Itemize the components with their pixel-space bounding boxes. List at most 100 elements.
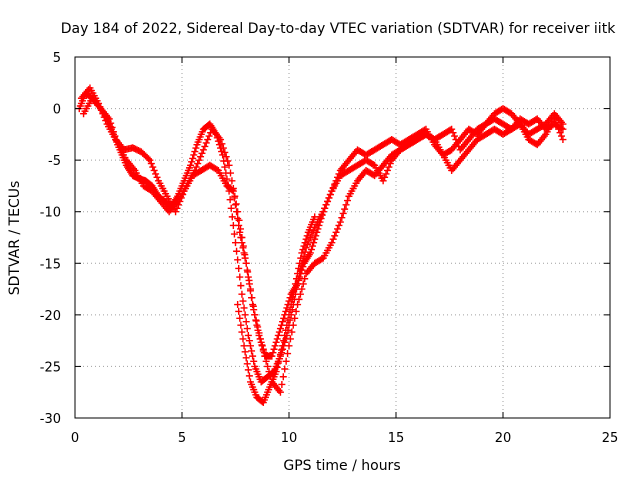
data-point [302, 235, 310, 243]
data-point [249, 352, 257, 360]
data-point [299, 246, 307, 254]
data-point [218, 140, 226, 148]
data-point [269, 349, 277, 357]
data-point [334, 173, 342, 181]
data-point [194, 160, 202, 168]
y-tick-label: -10 [40, 206, 61, 221]
data-point [328, 187, 336, 195]
data-point [144, 155, 152, 163]
data-point [153, 173, 161, 181]
data-point [195, 156, 203, 164]
data-point [234, 256, 242, 264]
data-point [311, 213, 319, 221]
data-point [149, 163, 157, 171]
data-point [329, 235, 337, 243]
data-point [322, 201, 330, 209]
data-point [332, 177, 340, 185]
data-point [245, 276, 253, 284]
data-point [295, 264, 303, 272]
data-point [550, 115, 558, 123]
data-point [226, 196, 234, 204]
data-point [292, 307, 300, 315]
x-tick-label: 15 [388, 431, 405, 446]
data-point [289, 321, 297, 329]
data-point [245, 372, 253, 380]
data-point [552, 118, 560, 126]
data-point [317, 215, 325, 223]
x-tick-label: 20 [495, 431, 512, 446]
data-point [234, 215, 242, 223]
data-point [274, 359, 282, 367]
data-point [299, 280, 307, 288]
data-point [246, 285, 254, 293]
data-point [172, 208, 180, 216]
data-point [249, 302, 257, 310]
data-point [243, 360, 251, 368]
data-point [112, 136, 120, 144]
data-point [379, 177, 387, 185]
data-point [294, 301, 302, 309]
data-point [191, 166, 199, 174]
data-point [248, 347, 256, 355]
data-point [284, 316, 292, 324]
data-point [219, 144, 227, 152]
data-point [312, 232, 320, 240]
data-point [278, 346, 286, 354]
data-point [301, 239, 309, 247]
y-tick-label: 5 [53, 51, 61, 66]
data-point [287, 301, 295, 309]
series-track-d [234, 213, 319, 407]
x-tick-label: 5 [178, 431, 186, 446]
data-point [242, 354, 250, 362]
data-point [310, 239, 318, 247]
data-point [268, 352, 276, 360]
data-point [338, 214, 346, 222]
data-point [296, 259, 304, 267]
data-point [261, 352, 269, 360]
data-point [244, 268, 252, 276]
data-point [240, 304, 248, 312]
data-point [278, 380, 286, 388]
data-point [291, 280, 299, 288]
data-point [250, 357, 258, 365]
data-point [450, 132, 458, 140]
data-point [235, 264, 243, 272]
data-point [318, 211, 326, 219]
data-point [279, 318, 287, 326]
data-point [235, 307, 243, 315]
data-point [331, 180, 339, 188]
data-point [307, 246, 315, 254]
data-point [248, 294, 256, 302]
data-point [296, 290, 304, 298]
data-point [234, 208, 242, 216]
data-point [275, 355, 283, 363]
data-point [285, 311, 293, 319]
chart-title: Day 184 of 2022, Sidereal Day-to-day VTE… [61, 21, 616, 37]
data-point [339, 209, 347, 217]
data-point [232, 201, 239, 209]
data-point [244, 366, 252, 374]
data-point [150, 166, 158, 174]
data-point [228, 177, 236, 185]
y-tick-label: -15 [40, 257, 61, 272]
data-point [242, 318, 250, 326]
data-point [334, 225, 342, 233]
data-point [227, 204, 235, 212]
y-axis-label: SDTVAR / TECUs [7, 181, 23, 296]
data-point [255, 329, 263, 337]
data-point [281, 365, 289, 373]
data-point [254, 323, 262, 331]
data-point [326, 191, 334, 199]
data-point [557, 132, 565, 140]
data-point [231, 192, 239, 200]
data-point [222, 153, 230, 161]
data-point [224, 157, 232, 165]
data-point [241, 348, 249, 356]
data-point [239, 297, 247, 305]
data-point [335, 170, 343, 178]
data-point [105, 115, 113, 123]
data-point [235, 216, 243, 224]
data-point [383, 166, 391, 174]
data-point [233, 247, 241, 255]
